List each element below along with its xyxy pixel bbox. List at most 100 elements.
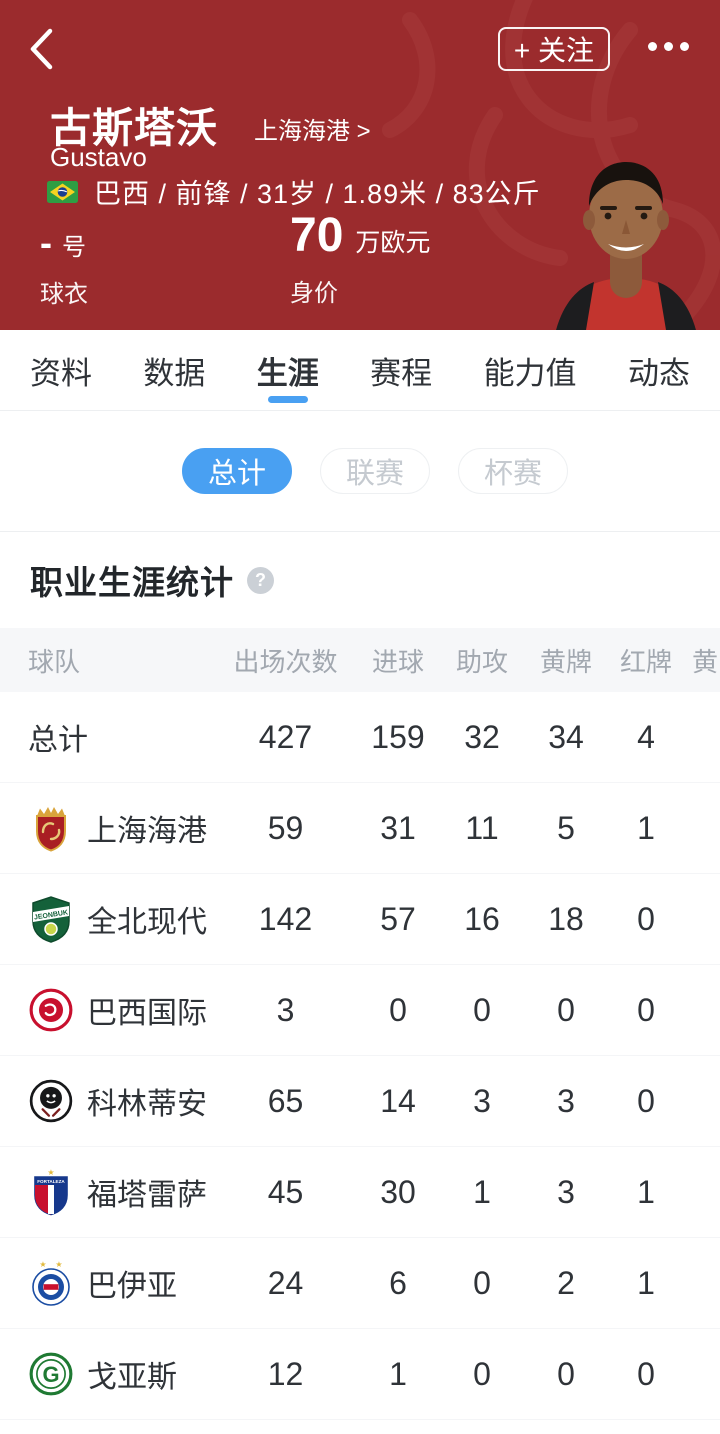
follow-button[interactable]: + 关注 (498, 27, 610, 71)
section-title: 职业生涯统计 (30, 564, 234, 601)
cell-assists: 0 (473, 1264, 491, 1301)
tab-news[interactable]: 动态 (627, 355, 690, 391)
table-row-goias: G 戈亚斯 12 1 0 0 0 (0, 1329, 720, 1420)
tab-bar: 资料 数据 生涯 赛程 能力值 动态 (0, 330, 720, 411)
table-row-jeonbuk: JEONBUK 全北现代 142 57 16 18 0 (0, 874, 720, 965)
cell-red-cards: 1 (637, 1264, 655, 1301)
cell-yellow-cards: 5 (557, 809, 575, 846)
table-row-internacional: 巴西国际 3 0 0 0 0 (0, 965, 720, 1056)
filter-cup[interactable]: 杯赛 (458, 448, 569, 494)
table-row-shanghai-port: 上海海港 59 31 11 5 1 (0, 783, 720, 874)
team-name: 全北现代 (87, 906, 207, 939)
brazil-flag-icon (47, 180, 78, 203)
tab-rating[interactable]: 能力值 (483, 355, 577, 391)
team-name: 巴伊亚 (87, 1270, 177, 1303)
filter-total[interactable]: 总计 (182, 448, 293, 494)
player-photo (540, 152, 712, 330)
jersey-label: 球衣 (40, 281, 88, 308)
team-logo-fortaleza-icon: ★ FORTALEZA (28, 1168, 74, 1216)
help-icon[interactable]: ? (247, 566, 274, 594)
team-logo-corinthians-icon (28, 1077, 74, 1125)
cell-goals: 30 (380, 1173, 416, 1210)
player-name: 古斯塔沃 (50, 105, 218, 151)
cell-red-cards: 0 (637, 1355, 655, 1392)
dot-icon (664, 42, 673, 51)
team-logo-internacional-icon (28, 986, 74, 1034)
svg-text:G: G (42, 1362, 59, 1387)
team-logo-bahia-icon: ★ ★ (28, 1259, 74, 1307)
market-value-block: 70 万欧元 身价 (290, 208, 430, 308)
back-button[interactable] (26, 26, 60, 72)
cell-goals: 14 (380, 1082, 416, 1119)
cell-yellow-cards: 0 (557, 1355, 575, 1392)
cell-team: G 戈亚斯 (28, 1350, 213, 1398)
col-goals: 进球 (371, 646, 424, 677)
team-link[interactable]: 上海海港 > (254, 117, 371, 145)
cell-goals: 31 (380, 809, 416, 846)
table-row-fortaleza: ★ FORTALEZA 福塔雷萨 45 30 1 3 1 (0, 1147, 720, 1238)
cell-team: 总计 (28, 715, 213, 759)
cell-appearances: 12 (267, 1355, 304, 1392)
cell-team: 巴西国际 (28, 986, 213, 1034)
table-row-total: 总计 427 159 32 34 4 (0, 692, 720, 783)
cell-assists: 1 (473, 1173, 491, 1210)
market-value-number: 70 (290, 209, 344, 262)
cell-assists: 11 (465, 809, 499, 846)
table-row-corinthians: 科林蒂安 65 14 3 3 0 (0, 1056, 720, 1147)
cell-team: JEONBUK 全北现代 (28, 895, 213, 943)
cell-assists: 0 (473, 1355, 491, 1392)
col-appearances: 出场次数 (233, 646, 338, 677)
cell-red-cards: 4 (637, 718, 655, 755)
market-value-unit: 万欧元 (355, 229, 431, 257)
cell-team: 科林蒂安 (28, 1077, 213, 1125)
col-extra: 黄 (692, 646, 719, 677)
team-name: 戈亚斯 (87, 1361, 177, 1394)
cell-red-cards: 1 (637, 1173, 655, 1210)
cell-appearances: 3 (276, 991, 295, 1028)
cell-team: ★ ★ 巴伊亚 (28, 1259, 213, 1307)
more-button[interactable] (648, 42, 689, 51)
svg-text:★: ★ (39, 1260, 46, 1269)
tab-stats[interactable]: 数据 (143, 355, 206, 391)
cell-goals: 6 (389, 1264, 407, 1301)
cell-goals: 57 (380, 900, 416, 937)
cell-appearances: 45 (267, 1173, 304, 1210)
team-logo-goias-icon: G (28, 1350, 74, 1398)
jersey-number-block: - 号 球衣 (40, 222, 88, 309)
cell-red-cards: 1 (637, 809, 655, 846)
filter-league[interactable]: 联赛 (320, 448, 431, 494)
career-stats-table[interactable]: 球队 出场次数 进球 助攻 黄牌 红牌黄总计 427 159 32 34 4 上海海港 59 31 11 5 1… (0, 628, 720, 1420)
cell-red-cards: 0 (637, 900, 655, 937)
cell-appearances: 142 (258, 900, 313, 937)
cell-assists: 3 (473, 1082, 491, 1119)
team-name: 科林蒂安 (87, 1088, 207, 1121)
team-logo-jeonbuk-icon: JEONBUK (28, 895, 74, 943)
back-chevron-icon (30, 28, 53, 70)
cell-appearances: 427 (258, 718, 313, 755)
market-value-label: 身价 (290, 280, 338, 307)
col-team: 球队 (28, 646, 81, 677)
tab-career[interactable]: 生涯 (257, 330, 319, 410)
svg-text:★: ★ (47, 1168, 54, 1177)
dot-icon (648, 42, 657, 51)
col-red-cards: 红牌 (619, 646, 672, 677)
player-name-en: Gustavo (50, 142, 147, 172)
team-name: 巴西国际 (87, 997, 207, 1030)
cell-assists: 0 (473, 991, 491, 1028)
cell-team: ★ FORTALEZA 福塔雷萨 (28, 1168, 213, 1216)
cell-yellow-cards: 2 (557, 1264, 575, 1301)
tab-schedule[interactable]: 赛程 (370, 355, 433, 391)
cell-yellow-cards: 3 (557, 1082, 575, 1119)
tab-profile[interactable]: 资料 (30, 355, 92, 391)
cell-appearances: 65 (267, 1082, 304, 1119)
cell-assists: 16 (464, 900, 500, 937)
cell-assists: 32 (464, 718, 500, 755)
cell-yellow-cards: 34 (548, 718, 584, 755)
cell-goals: 1 (389, 1355, 407, 1392)
cell-yellow-cards: 18 (548, 900, 584, 937)
cell-goals: 0 (389, 991, 407, 1028)
col-yellow-cards: 黄牌 (539, 646, 592, 677)
cell-appearances: 59 (267, 809, 304, 846)
active-tab-underline (267, 396, 308, 403)
